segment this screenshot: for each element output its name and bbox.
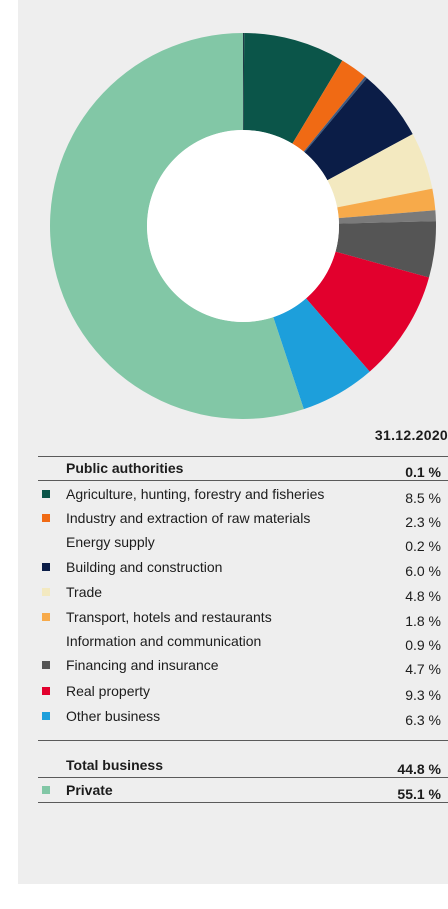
row-label: Building and construction (66, 559, 223, 575)
row-value: 0.9 % (405, 637, 441, 653)
table-rule (38, 802, 448, 803)
table-row-private: Private 55.1 % (38, 780, 448, 802)
table-rule (38, 740, 448, 741)
legend-swatch (42, 588, 50, 596)
donut-slice-private (50, 33, 304, 419)
row-label: Transport, hotels and restaurants (66, 609, 272, 625)
table-row-information-and-communication: Information and communication 0.9 % (38, 631, 448, 653)
legend-swatch (42, 786, 50, 794)
table-row-total-business: Total business 44.8 % (38, 755, 448, 777)
donut-slice-trade (327, 134, 433, 208)
row-label: Public authorities (66, 460, 184, 476)
row-value: 55.1 % (397, 786, 441, 802)
row-value: 4.7 % (405, 661, 441, 677)
donut-slice-energy-supply (303, 76, 367, 153)
row-value: 4.8 % (405, 588, 441, 604)
legend-swatch (42, 712, 50, 720)
legend-swatch (42, 687, 50, 695)
donut-slice-agriculture-hunting-forestry-and-fisheries (243, 33, 343, 144)
donut-hole (147, 130, 339, 322)
row-label: Total business (66, 757, 163, 773)
table-rule (38, 777, 448, 778)
row-value: 0.1 % (405, 464, 441, 480)
table-row-industry-and-extraction-of-raw-materials: Industry and extraction of raw materials… (38, 508, 448, 530)
row-value: 1.8 % (405, 613, 441, 629)
table-row-agriculture-hunting-forestry-and-fisheries: Agriculture, hunting, forestry and fishe… (38, 484, 448, 506)
donut-slice-other-business (273, 298, 370, 410)
donut-slice-public-authorities (243, 33, 245, 131)
table-row-building-and-construction: Building and construction 6.0 % (38, 557, 448, 579)
table-row-transport-hotels-and-restaurants: Transport, hotels and restaurants 1.8 % (38, 607, 448, 629)
table-rule (38, 456, 448, 457)
row-label: Agriculture, hunting, forestry and fishe… (66, 486, 325, 502)
row-value: 0.2 % (405, 538, 441, 554)
donut-slice-transport-hotels-and-restaurants (337, 188, 436, 219)
row-label: Industry and extraction of raw materials (66, 510, 311, 526)
row-label: Trade (66, 584, 103, 600)
table-row-energy-supply: Energy supply 0.2 % (38, 532, 448, 554)
date-header: 31.12.2020 (374, 427, 448, 443)
row-value: 2.3 % (405, 514, 441, 530)
donut-slice-real-property (306, 251, 429, 372)
row-value: 8.5 % (405, 490, 441, 506)
table-row-trade: Trade 4.8 % (38, 582, 448, 604)
table-row-real-property: Real property 9.3 % (38, 681, 448, 703)
row-label: Real property (66, 683, 151, 699)
donut-slice-industry-and-extraction-of-raw-materials (292, 60, 366, 152)
table-rule (38, 480, 448, 481)
legend-swatch (42, 661, 50, 669)
row-label: Financing and insurance (66, 657, 219, 673)
row-label: Private (66, 782, 113, 798)
table-row-other-business: Other business 6.3 % (38, 706, 448, 728)
legend-swatch (42, 613, 50, 621)
donut-chart (50, 33, 436, 419)
row-value: 44.8 % (397, 761, 441, 777)
donut-slice-information-and-communication (338, 210, 436, 224)
row-value: 9.3 % (405, 687, 441, 703)
row-value: 6.0 % (405, 563, 441, 579)
donut-slice-financing-and-insurance (335, 221, 436, 278)
row-label: Information and communication (66, 633, 262, 649)
legend-swatch (42, 514, 50, 522)
legend-swatch (42, 563, 50, 571)
row-value: 6.3 % (405, 712, 441, 728)
table-row-financing-and-insurance: Financing and insurance 4.7 % (38, 655, 448, 677)
donut-slice-building-and-construction (304, 78, 413, 181)
row-label: Energy supply (66, 534, 155, 550)
table-row-public-authorities: Public authorities 0.1 % (38, 458, 448, 480)
row-label: Other business (66, 708, 161, 724)
legend-swatch (42, 490, 50, 498)
